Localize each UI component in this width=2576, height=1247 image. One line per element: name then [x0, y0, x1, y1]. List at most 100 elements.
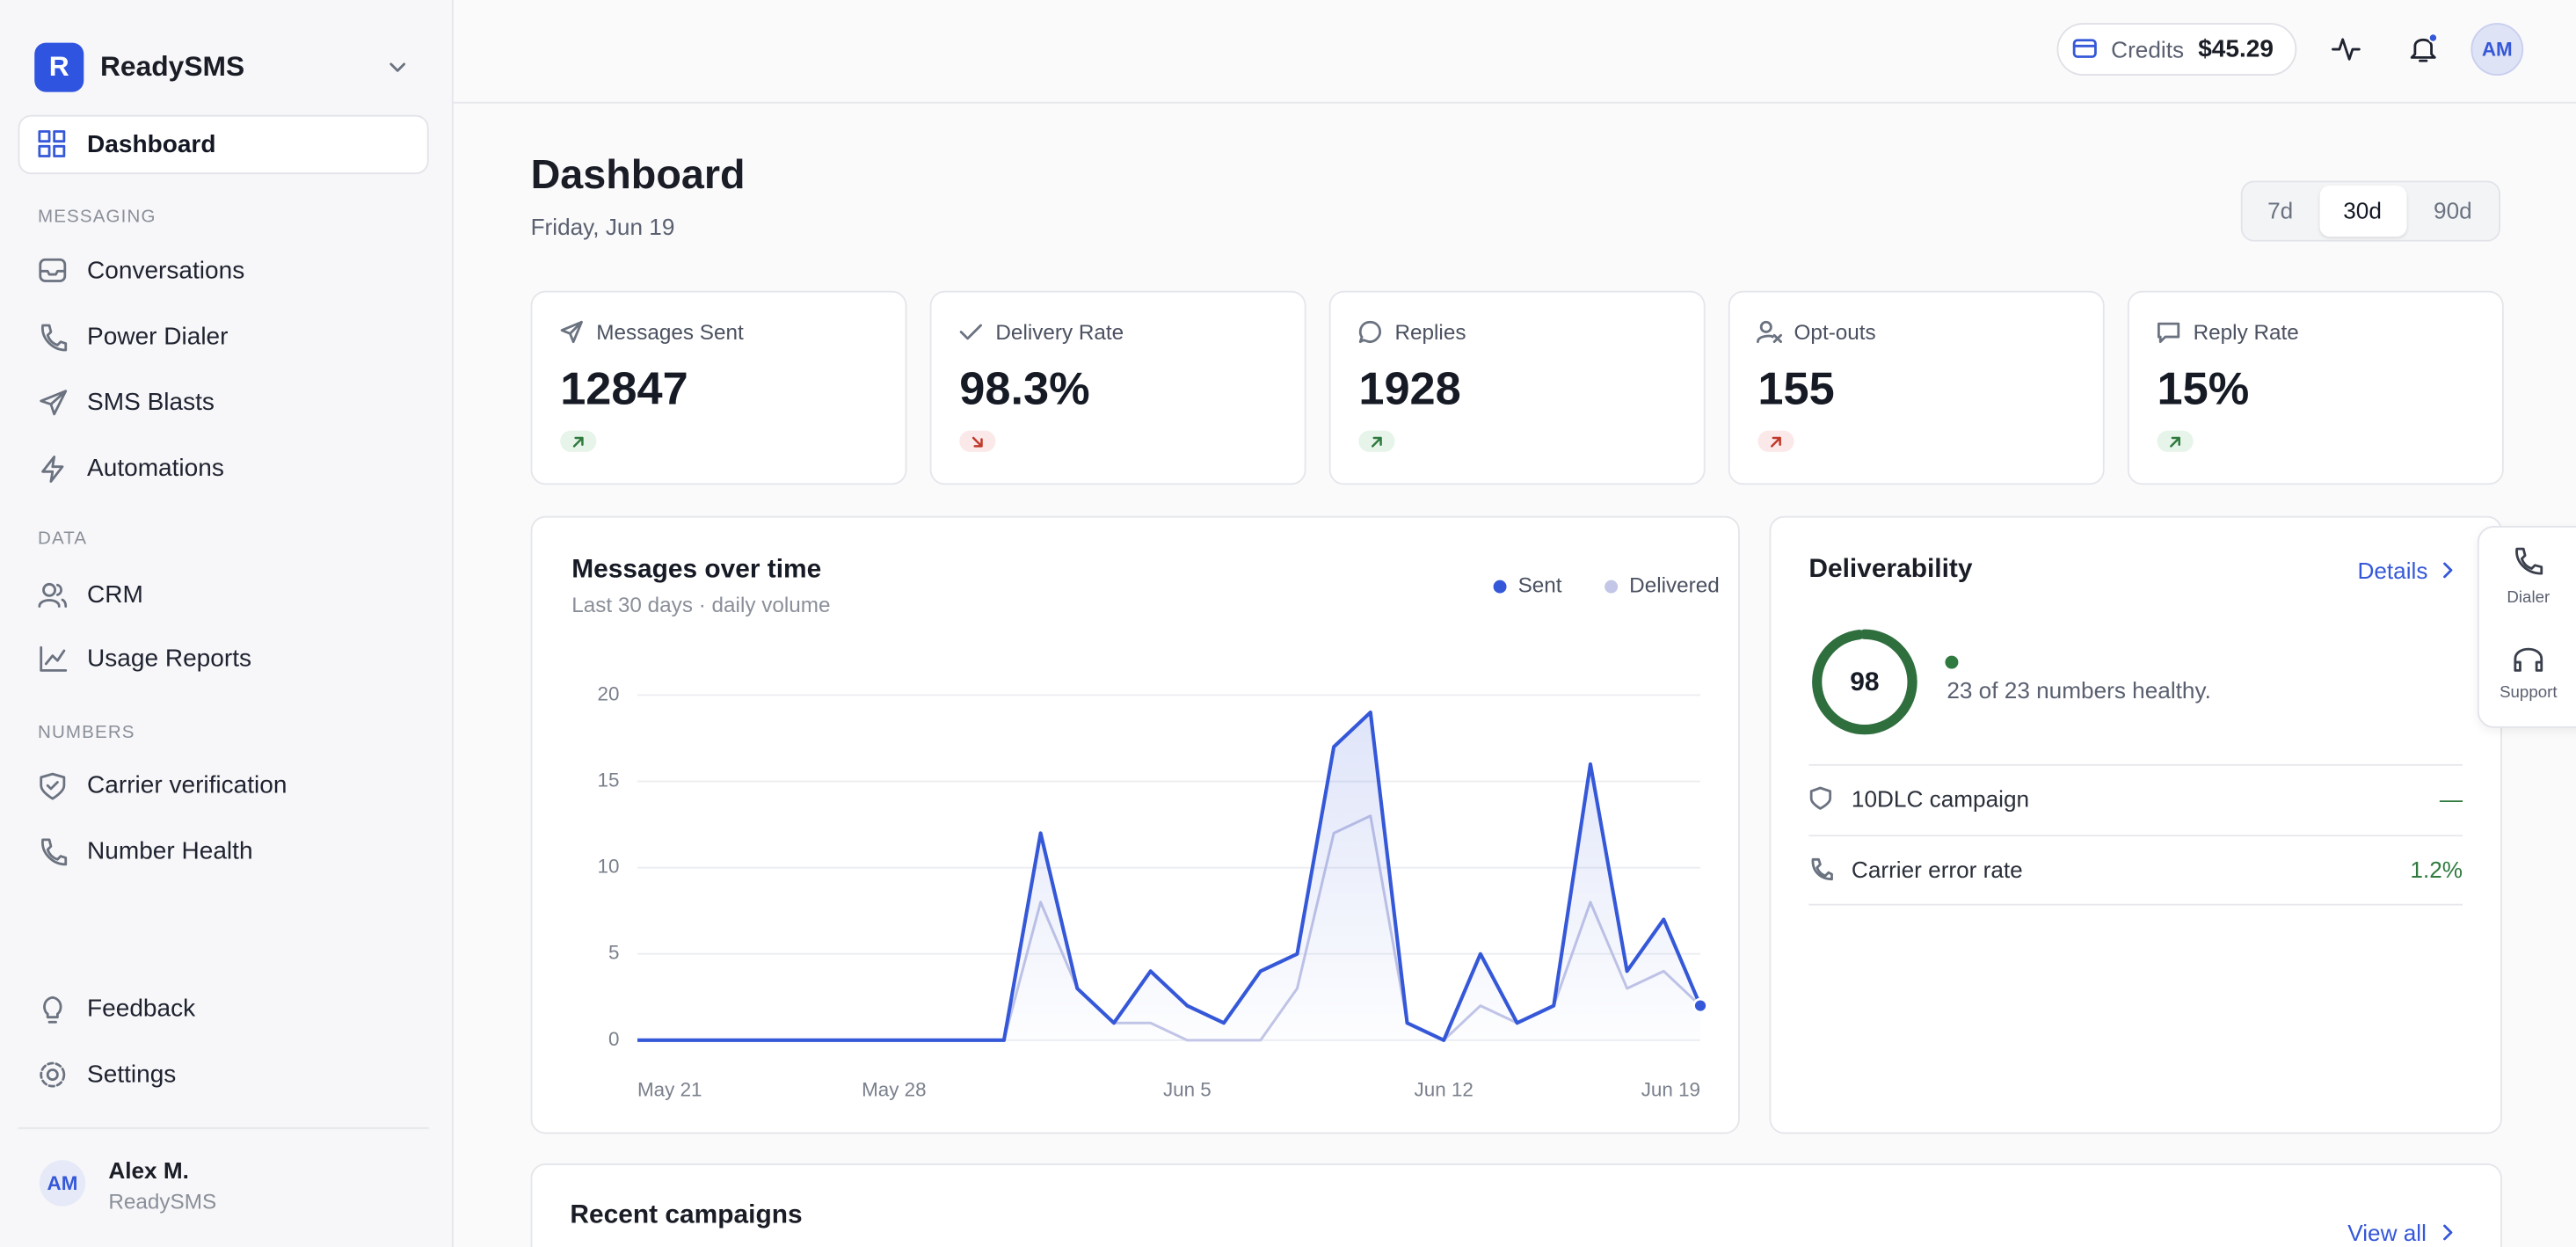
legend-label: Sent	[1518, 574, 1562, 598]
avatar[interactable]: AM	[2470, 23, 2524, 76]
nav-item[interactable]: Conversations	[87, 257, 245, 286]
nav-item[interactable]: Usage Reports	[87, 645, 252, 674]
trend-icon	[971, 436, 983, 448]
stat-value: 155	[1757, 362, 1835, 414]
row-label: Carrier error rate	[1851, 856, 2023, 883]
area	[637, 712, 1701, 1040]
score-ring: 98	[1812, 629, 1917, 735]
x-tick-label: Jun 5	[1163, 1079, 1212, 1101]
trend-icon	[1371, 436, 1382, 448]
icon	[1811, 857, 1833, 881]
icon-path	[959, 324, 982, 340]
icon	[40, 390, 68, 416]
stat-value: 1928	[1358, 362, 1461, 414]
view-all-link[interactable]: View all	[2347, 1219, 2427, 1246]
trend-icon	[572, 436, 584, 448]
stat-card	[2127, 290, 2504, 485]
icon	[41, 456, 64, 483]
brand-name[interactable]: ReadySMS	[99, 50, 245, 83]
credits-pill[interactable]	[2056, 23, 2297, 76]
x-tick-label: May 21	[637, 1079, 702, 1101]
nav-heading: MESSAGING	[37, 207, 156, 227]
status-dot	[1945, 655, 1959, 669]
icon	[43, 995, 62, 1024]
chevron[interactable]	[389, 59, 406, 76]
score-arc	[1812, 629, 1917, 735]
nav-item[interactable]: SMS Blasts	[87, 388, 215, 417]
trend-icon	[2170, 436, 2180, 448]
side-action-label[interactable]: Support	[2500, 684, 2558, 703]
end-point	[1692, 997, 1708, 1014]
activity[interactable]	[2332, 36, 2361, 64]
nav-item[interactable]: Automations	[87, 454, 224, 483]
x-tick-label: Jun 12	[1415, 1079, 1474, 1101]
divider	[1808, 763, 2463, 766]
icon	[38, 582, 68, 608]
card-title: Recent campaigns	[570, 1200, 803, 1229]
stat-label: Replies	[1394, 319, 1466, 345]
x-tick-label: Jun 19	[1641, 1079, 1700, 1101]
chevron[interactable]	[2441, 562, 2455, 579]
user-avatar[interactable]: AM	[39, 1160, 86, 1207]
nav-item[interactable]: Power Dialer	[87, 323, 229, 351]
nav-active[interactable]	[18, 114, 429, 175]
campaigns-card	[530, 1163, 2502, 1247]
side-action-label[interactable]: Dialer	[2507, 588, 2551, 608]
stat-card	[530, 290, 907, 485]
trend-icon	[1771, 436, 1781, 448]
divider	[18, 1127, 429, 1129]
nav-item[interactable]: Settings	[87, 1061, 177, 1089]
user-org: ReadySMS	[108, 1188, 217, 1214]
y-tick-label: 0	[608, 1028, 619, 1050]
brand-logo[interactable]: R	[34, 42, 84, 92]
chart: Messages over time Last 30 days · daily …	[571, 554, 1720, 1101]
range-selected	[2319, 186, 2407, 237]
row-value: 1.2%	[2410, 856, 2463, 883]
nav-item[interactable]: Carrier verification	[87, 771, 287, 800]
range-option[interactable]: 7d	[2267, 197, 2294, 224]
icon-path	[1757, 320, 1782, 344]
chevron[interactable]	[2441, 1224, 2455, 1241]
notifications[interactable]	[2410, 33, 2439, 64]
icon-path	[2157, 322, 2180, 344]
arrow	[1371, 436, 1382, 448]
page-title: Dashboard	[530, 151, 746, 199]
nav-item[interactable]: CRM	[87, 580, 143, 609]
stat-card	[1728, 290, 2105, 485]
nav-item[interactable]: Feedback	[87, 995, 196, 1024]
icon-path	[560, 320, 583, 344]
stat-value: 98.3%	[959, 362, 1090, 414]
row-label: 10DLC campaign	[1851, 785, 2030, 813]
icon[interactable]	[2514, 644, 2543, 674]
legend-label: Delivered	[1629, 574, 1720, 598]
status-text: 23 of 23 numbers healthy.	[1947, 676, 2211, 704]
divider	[1808, 835, 2463, 837]
y-tick-label: 10	[598, 856, 620, 878]
y-tick-label: 5	[608, 942, 619, 964]
side-actions	[2477, 525, 2576, 728]
stat-value: 12847	[560, 362, 688, 414]
topbar-border	[453, 101, 2576, 104]
credits-value: $45.29	[2198, 35, 2274, 63]
nav-item[interactable]: Number Health	[87, 837, 253, 865]
icon	[38, 130, 66, 157]
range-option[interactable]: 30d	[2343, 197, 2382, 224]
icon	[2072, 39, 2097, 58]
chart-title: Messages over time	[571, 554, 821, 583]
stat-card	[1328, 290, 1706, 485]
icon	[41, 324, 68, 352]
range-option[interactable]: 90d	[2434, 197, 2472, 224]
nav-item[interactable]: Dashboard	[87, 130, 216, 159]
sidebar	[0, 0, 454, 1247]
icon	[41, 838, 68, 866]
stat-label: Delivery Rate	[995, 319, 1124, 345]
stat-label: Opt-outs	[1794, 319, 1876, 345]
deliverability-card	[1769, 515, 2502, 1134]
card-title: Deliverability	[1808, 555, 1973, 584]
legend-swatch	[1605, 580, 1619, 594]
legend-swatch	[1493, 580, 1507, 594]
icon[interactable]	[2514, 547, 2543, 577]
icon	[1809, 786, 1832, 810]
details-link[interactable]: Details	[2357, 557, 2428, 584]
